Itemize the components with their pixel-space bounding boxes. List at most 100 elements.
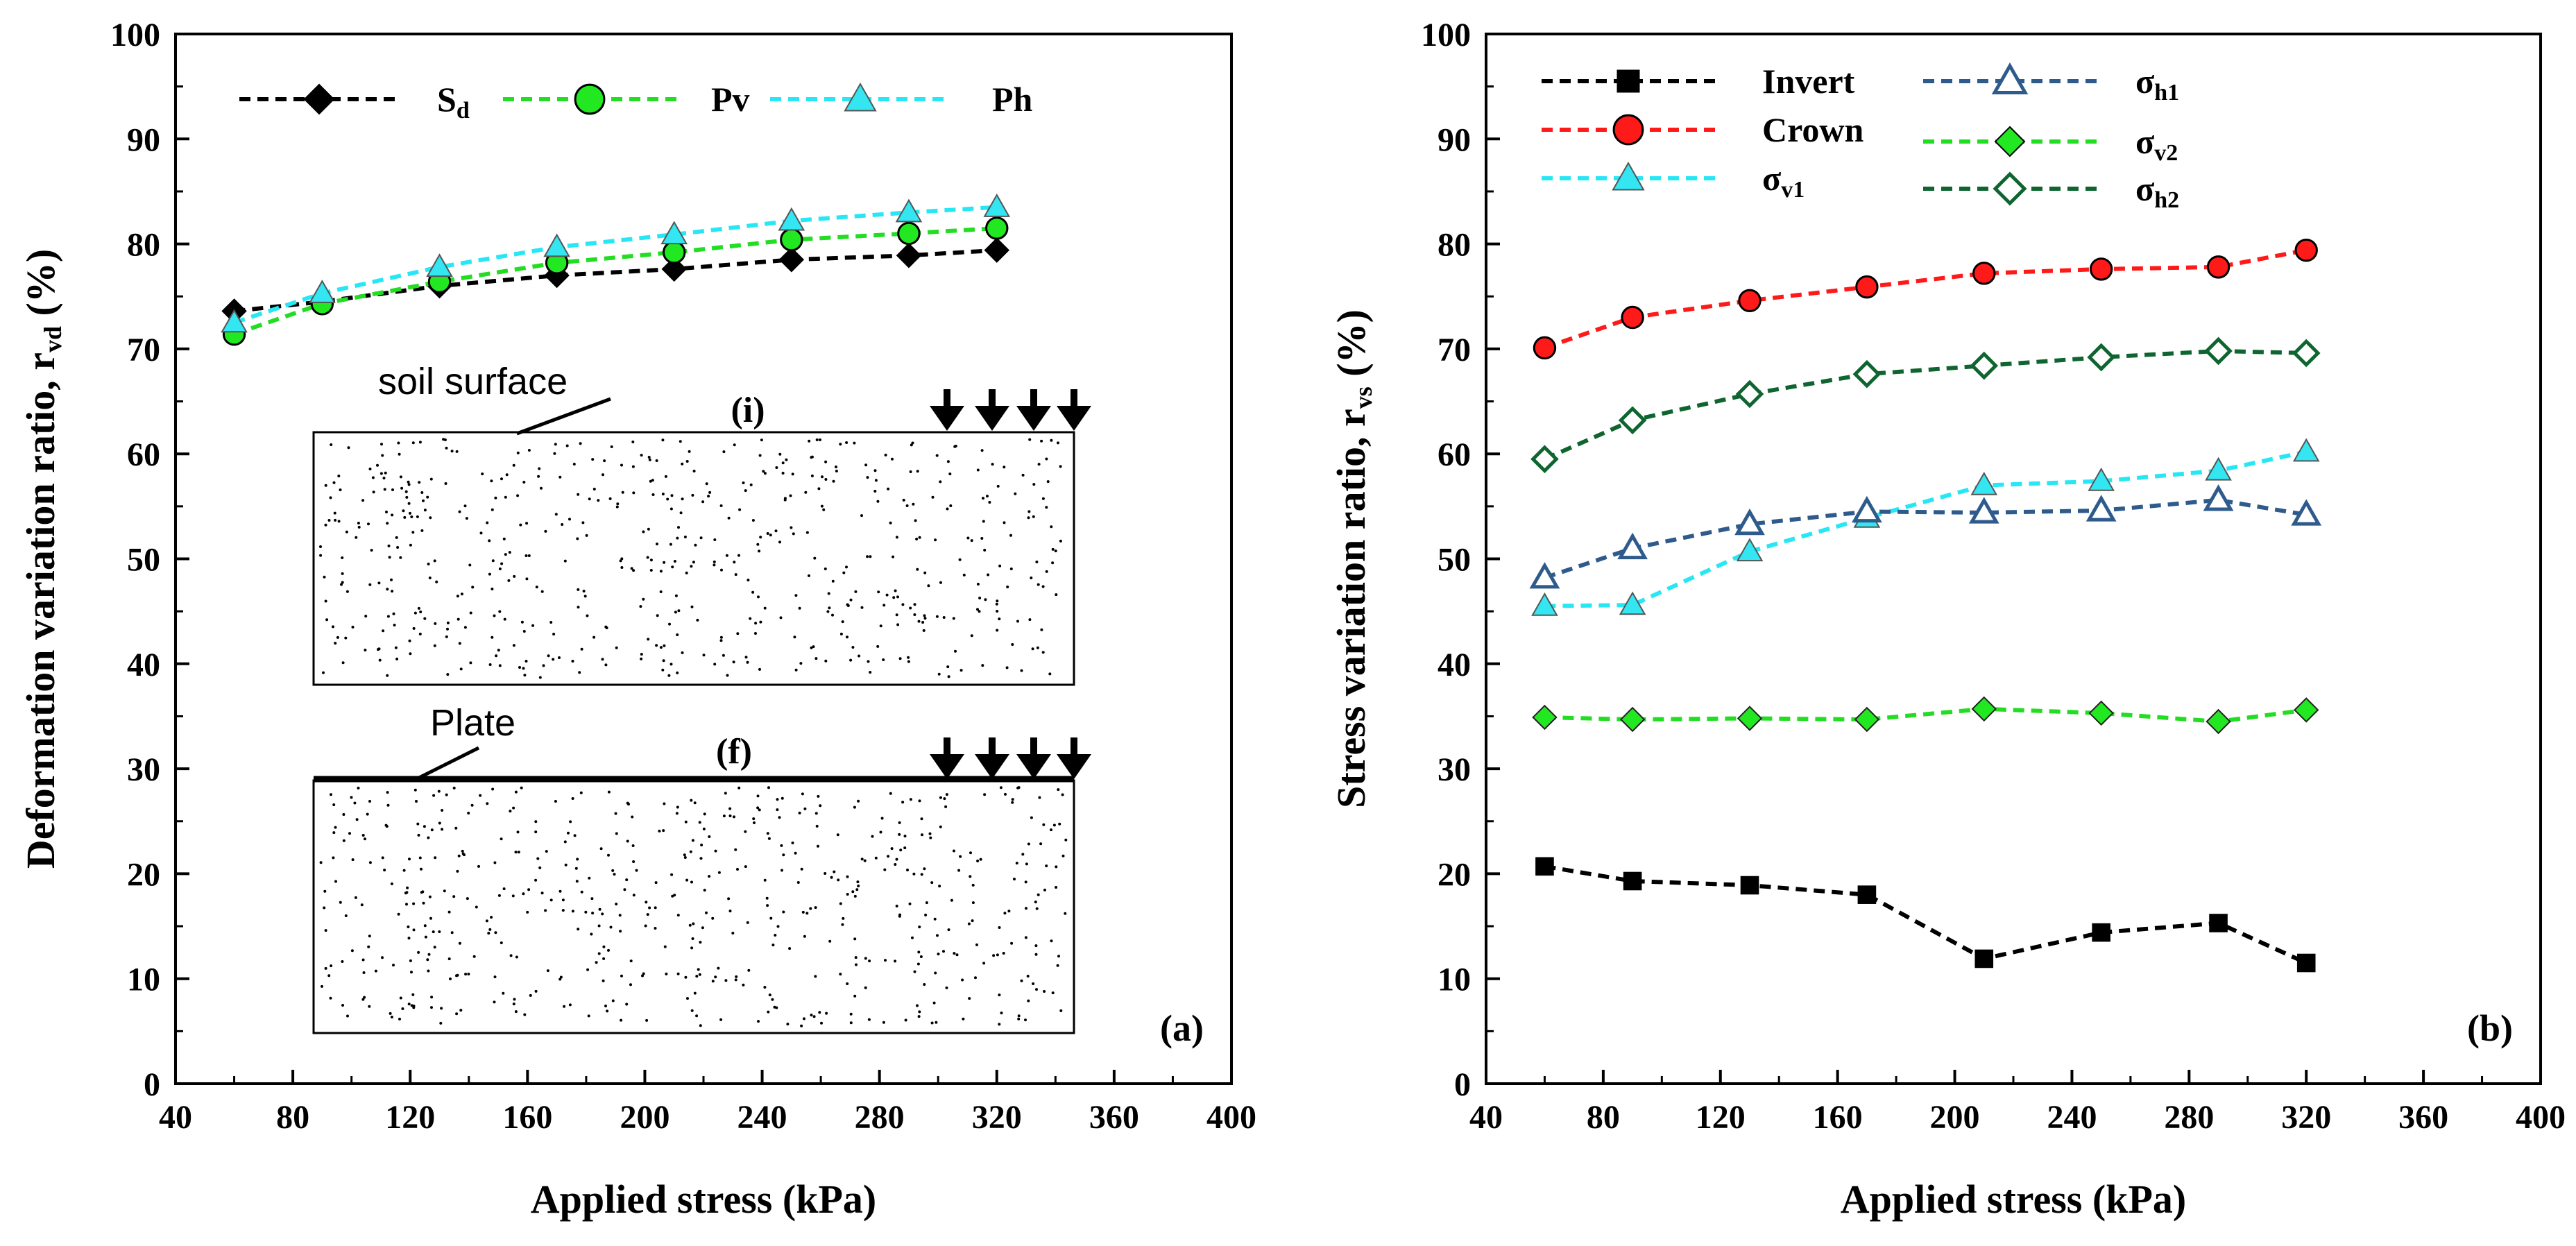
load-arrow-head: [930, 406, 964, 431]
data-point-crown: [1738, 289, 1762, 313]
series-sh1: [1529, 484, 2322, 589]
load-arrow-head: [1057, 406, 1091, 431]
data-point-invert: [1623, 871, 1642, 891]
load-arrow-head: [975, 406, 1009, 431]
data-point-sv1: [2205, 456, 2232, 481]
panel-a-deformation-chart: 40 80 120 160 200 240 280 320 360 400 0 10 20 30 40 50 6…: [18, 17, 1256, 1222]
y-tick-label: 30: [1438, 751, 1471, 788]
series-line-ph: [233, 205, 997, 325]
x-tick-label: 160: [502, 1099, 552, 1136]
x-tick-label: 240: [737, 1099, 787, 1136]
series-line-sh1: [1544, 497, 2307, 580]
data-point-sh2: [1530, 445, 1559, 474]
panel-a-legend: Sd Pv Ph: [239, 80, 1033, 123]
y-tick-label: 20: [127, 856, 160, 893]
x-tick-label: 80: [276, 1099, 309, 1136]
load-arrow-head: [1057, 754, 1091, 779]
data-point-sh1: [2085, 495, 2117, 522]
legend-item-crown: Crown: [1542, 110, 1864, 149]
data-point-ph: [895, 198, 923, 223]
data-point-sv2: [1854, 706, 1880, 733]
plate-leader-line: [415, 746, 480, 781]
data-point-sd: [896, 243, 922, 268]
data-point-sh1: [1734, 508, 1765, 536]
x-tick-label: 200: [1930, 1099, 1980, 1136]
data-point-sh2: [2204, 336, 2233, 366]
y-tick-label: 40: [1438, 647, 1471, 683]
data-point-sh1: [2203, 484, 2234, 511]
legend-marker-sv1: [1612, 161, 1645, 191]
series-line-sd: [234, 248, 997, 314]
data-point-sh1: [1617, 532, 1648, 560]
load-arrow-head: [1016, 754, 1051, 779]
legend-label-sv1: σv1: [1762, 159, 1805, 203]
data-point-ph: [983, 194, 1011, 217]
data-point-invert: [2209, 914, 2228, 932]
data-point-pv: [663, 241, 686, 264]
y-tick-label: 0: [144, 1066, 160, 1103]
data-point-pv: [897, 221, 921, 246]
data-point-sv2: [2294, 697, 2319, 723]
data-point-crown: [2089, 257, 2113, 281]
legend-item-invert: Invert: [1542, 62, 1855, 101]
y-tick-label: 90: [1438, 121, 1471, 158]
data-point-sh2: [1618, 406, 1647, 435]
data-point-ph: [660, 221, 688, 245]
legend-item-sh2: σh2: [1923, 169, 2179, 213]
data-point-invert: [1740, 876, 1759, 895]
data-point-sv2: [2088, 700, 2114, 726]
legend-marker-invert: [1617, 69, 1640, 93]
data-point-crown: [1972, 262, 1996, 285]
y-tick-label: 90: [127, 121, 160, 158]
legend-label-crown: Crown: [1762, 110, 1864, 149]
legend-marker-ph: [844, 82, 877, 112]
panel-b-series: [1529, 238, 2322, 973]
series-sv2: [1532, 696, 2319, 735]
series-sv1: [1531, 438, 2320, 616]
inset-top-label: (i): [731, 391, 765, 430]
data-point-invert: [1974, 949, 1994, 968]
x-tick-label: 400: [1206, 1099, 1256, 1136]
series-line-crown: [1544, 248, 2307, 350]
panel-a-insets: (i) (f) soil surface Plate: [312, 361, 1091, 1034]
y-tick-label: 80: [127, 227, 160, 264]
legend-label-ph: Ph: [992, 80, 1033, 119]
data-point-sh1: [1968, 497, 1999, 524]
data-point-crown: [1621, 305, 1644, 330]
y-tick-label: 60: [1438, 436, 1471, 473]
series-ph: [221, 194, 1011, 333]
legend-item-sd: Sd: [239, 80, 470, 123]
data-point-sv2: [1971, 696, 1997, 722]
x-tick-label: 280: [2164, 1099, 2214, 1136]
inset-bottom-soil-box: [312, 779, 1075, 1034]
y-tick-label: 100: [1421, 17, 1471, 53]
series-line-pv: [233, 225, 997, 336]
data-point-sv2: [2206, 708, 2231, 735]
data-point-ph: [543, 233, 570, 257]
load-arrows-bottom-icon: [930, 737, 1091, 779]
panel-b-x-axis-title: Applied stress (kPa): [1841, 1177, 2186, 1222]
legend-marker-sd: [303, 83, 335, 115]
legend-label-sv2: σv2: [2135, 122, 2178, 166]
panel-a-series: [221, 194, 1011, 346]
legend-marker-sh1: [1991, 62, 2029, 94]
series-line-sv2: [1544, 706, 2307, 724]
legend-label-invert: Invert: [1762, 62, 1855, 101]
series-crown: [1533, 238, 2318, 360]
data-point-ph: [309, 280, 336, 303]
x-tick-label: 120: [1696, 1099, 1746, 1136]
y-tick-label: 0: [1454, 1066, 1471, 1103]
y-tick-label: 10: [127, 962, 160, 998]
data-point-sh2: [2292, 339, 2321, 368]
data-point-pv: [780, 228, 803, 252]
soil-particle-dots: [319, 438, 1068, 1027]
data-point-sh1: [1529, 562, 1560, 589]
panel-a-y-axis-title: Deformation variation ratio, rvd (%): [18, 249, 67, 869]
y-tick-label: 70: [1438, 332, 1471, 368]
data-point-sh2: [1735, 379, 1764, 409]
data-point-ph: [221, 309, 248, 333]
data-point-sh2: [2087, 343, 2116, 372]
y-tick-label: 40: [127, 647, 160, 683]
legend-item-sv2: σv2: [1923, 122, 2178, 166]
